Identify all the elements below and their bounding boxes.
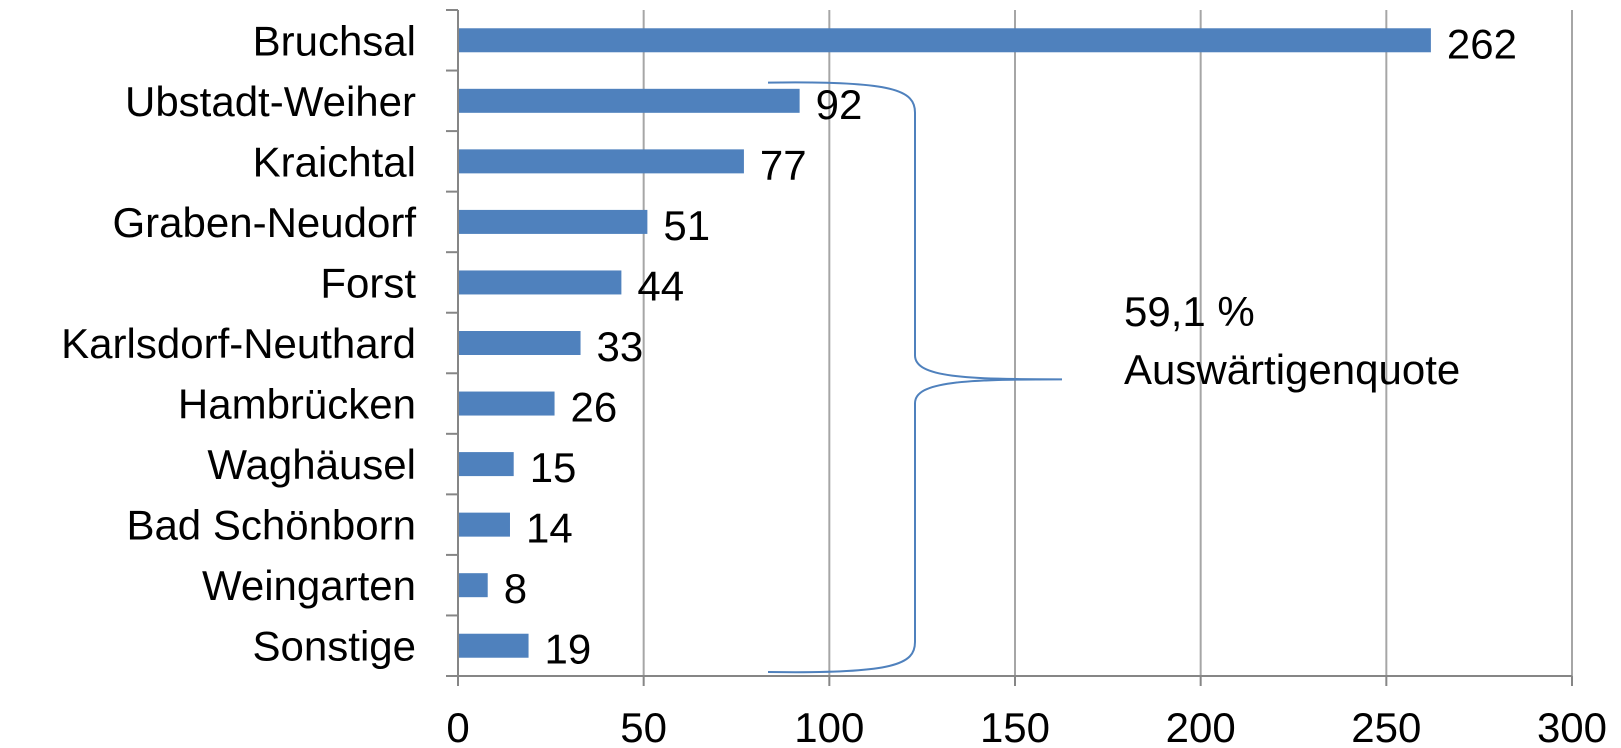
value-label: 77 bbox=[760, 141, 807, 188]
bar bbox=[458, 270, 622, 295]
x-tick-label: 250 bbox=[1351, 704, 1421, 748]
axes bbox=[446, 9, 1573, 686]
bar bbox=[458, 573, 488, 598]
bar bbox=[458, 331, 581, 355]
category-label: Forst bbox=[320, 259, 416, 306]
value-label: 44 bbox=[637, 262, 684, 309]
category-label: Kraichtal bbox=[253, 138, 416, 185]
x-tick-label: 300 bbox=[1537, 704, 1607, 748]
category-label: Waghäusel bbox=[207, 441, 416, 488]
bar bbox=[458, 209, 648, 234]
value-label: 26 bbox=[571, 384, 618, 431]
bar bbox=[458, 28, 1431, 53]
category-label: Bruchsal bbox=[253, 17, 416, 64]
category-labels: Bruchsal Ubstadt-Weiher Kraichtal Graben-Ne… bbox=[61, 17, 416, 669]
annotation-brace bbox=[767, 81, 1063, 674]
category-label: Karlsdorf-Neuthard bbox=[61, 320, 416, 367]
value-label: 15 bbox=[530, 444, 577, 491]
bar bbox=[458, 88, 800, 113]
bar bbox=[458, 452, 514, 477]
x-tick-label: 200 bbox=[1166, 704, 1236, 748]
value-label: 19 bbox=[545, 626, 592, 673]
x-tick-labels: 0 50 100 150 200 250 300 bbox=[446, 704, 1607, 748]
value-label: 51 bbox=[663, 202, 710, 249]
x-tick-label: 0 bbox=[446, 704, 469, 748]
bar bbox=[458, 149, 744, 174]
bar bbox=[458, 633, 529, 658]
annotation: 59,1 % Auswärtigenquote bbox=[767, 81, 1460, 674]
value-label: 33 bbox=[597, 323, 644, 370]
x-tick-label: 150 bbox=[980, 704, 1050, 748]
category-label: Graben-Neudorf bbox=[113, 199, 417, 246]
category-label: Ubstadt-Weiher bbox=[125, 78, 416, 125]
x-tick-label: 100 bbox=[794, 704, 864, 748]
bars bbox=[458, 28, 1431, 658]
annotation-percent: 59,1 % bbox=[1124, 288, 1255, 335]
bar bbox=[458, 512, 510, 537]
grid-lines bbox=[642, 10, 1573, 676]
value-label: 8 bbox=[504, 565, 527, 612]
value-label: 262 bbox=[1447, 20, 1517, 67]
annotation-label: Auswärtigenquote bbox=[1124, 346, 1460, 393]
bar bbox=[458, 391, 555, 416]
value-label: 14 bbox=[526, 505, 573, 552]
category-label: Bad Schönborn bbox=[126, 502, 416, 549]
x-tick-label: 50 bbox=[620, 704, 667, 748]
category-label: Weingarten bbox=[202, 562, 416, 609]
value-label: 92 bbox=[816, 81, 863, 128]
category-label: Hambrücken bbox=[178, 381, 416, 428]
category-label: Sonstige bbox=[253, 623, 416, 670]
